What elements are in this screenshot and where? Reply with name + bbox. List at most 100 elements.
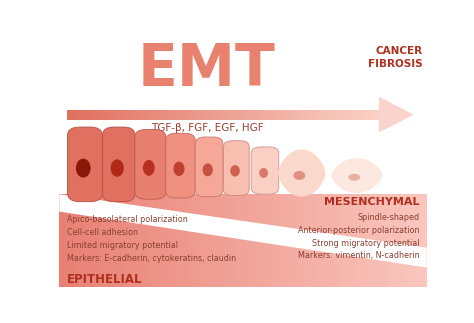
Bar xyxy=(294,194,298,287)
Bar xyxy=(316,194,320,287)
Bar xyxy=(133,109,137,120)
Bar xyxy=(166,194,169,287)
Bar xyxy=(236,194,239,287)
Bar xyxy=(92,194,96,287)
Bar xyxy=(338,194,342,287)
Bar xyxy=(367,109,371,120)
Bar xyxy=(168,109,172,120)
Bar xyxy=(141,109,145,120)
Bar xyxy=(82,109,86,120)
Bar xyxy=(85,194,89,287)
Bar xyxy=(416,194,419,287)
Bar xyxy=(160,109,164,120)
Bar xyxy=(340,109,344,120)
Bar xyxy=(397,194,401,287)
Bar xyxy=(309,109,312,120)
Bar xyxy=(207,109,211,120)
Bar xyxy=(221,194,225,287)
Bar xyxy=(312,109,317,120)
Bar xyxy=(390,194,393,287)
Bar xyxy=(242,109,246,120)
Bar xyxy=(199,194,202,287)
Bar xyxy=(223,109,227,120)
Bar xyxy=(270,109,273,120)
Ellipse shape xyxy=(348,174,360,181)
Bar xyxy=(353,194,357,287)
Bar xyxy=(261,194,265,287)
FancyBboxPatch shape xyxy=(67,127,102,202)
Bar xyxy=(283,194,287,287)
Bar xyxy=(265,109,270,120)
Bar xyxy=(184,194,188,287)
Bar xyxy=(317,109,320,120)
FancyBboxPatch shape xyxy=(195,137,223,197)
Bar xyxy=(188,194,191,287)
Bar xyxy=(368,194,372,287)
Bar xyxy=(199,109,203,120)
Bar xyxy=(357,194,360,287)
Bar xyxy=(169,194,173,287)
Ellipse shape xyxy=(230,165,240,177)
Bar xyxy=(188,109,191,120)
Bar xyxy=(269,194,272,287)
Bar xyxy=(66,109,71,120)
Bar xyxy=(137,109,141,120)
Bar xyxy=(133,194,137,287)
Bar xyxy=(225,194,228,287)
Bar xyxy=(137,194,140,287)
Bar xyxy=(419,194,423,287)
Bar xyxy=(153,109,156,120)
Bar xyxy=(107,194,111,287)
Bar xyxy=(301,194,305,287)
Bar xyxy=(250,109,254,120)
Bar xyxy=(145,109,148,120)
Bar xyxy=(297,109,301,120)
Polygon shape xyxy=(59,194,427,267)
Bar xyxy=(352,109,356,120)
Bar xyxy=(265,194,269,287)
Bar xyxy=(125,109,129,120)
Bar xyxy=(246,194,250,287)
Bar xyxy=(293,109,297,120)
Bar xyxy=(96,194,100,287)
Bar xyxy=(246,109,250,120)
Bar xyxy=(386,194,390,287)
Bar xyxy=(177,194,181,287)
Bar xyxy=(155,194,158,287)
Bar xyxy=(206,194,210,287)
Bar xyxy=(90,109,94,120)
Ellipse shape xyxy=(173,162,184,176)
Polygon shape xyxy=(379,97,414,132)
Bar xyxy=(195,109,199,120)
Bar xyxy=(363,109,367,120)
Bar xyxy=(121,109,125,120)
Text: Spindle-shaped
Anterior-posterior polarization
Strong migratory potential
Marker: Spindle-shaped Anterior-posterior polari… xyxy=(298,213,419,260)
Bar xyxy=(176,109,180,120)
Bar xyxy=(276,194,280,287)
Bar xyxy=(342,194,346,287)
Bar xyxy=(375,194,379,287)
Text: MESENCHYMAL: MESENCHYMAL xyxy=(324,197,419,207)
Bar xyxy=(191,194,195,287)
Bar xyxy=(144,194,147,287)
Bar xyxy=(239,194,243,287)
Bar xyxy=(254,109,258,120)
Bar xyxy=(59,194,63,287)
Bar xyxy=(219,109,223,120)
Bar xyxy=(106,109,109,120)
Polygon shape xyxy=(278,150,326,197)
Bar xyxy=(94,109,98,120)
Bar xyxy=(86,109,90,120)
Bar xyxy=(258,194,261,287)
FancyBboxPatch shape xyxy=(102,127,135,202)
Bar xyxy=(412,194,416,287)
Bar xyxy=(254,194,258,287)
Bar xyxy=(408,194,412,287)
Bar xyxy=(217,194,221,287)
Bar xyxy=(162,194,166,287)
Bar xyxy=(140,194,144,287)
Bar xyxy=(70,194,74,287)
Text: Apico-basolateral polarization
Cell-cell adhesion
Limited migratory potential
Ma: Apico-basolateral polarization Cell-cell… xyxy=(66,215,236,263)
Bar xyxy=(305,194,309,287)
FancyBboxPatch shape xyxy=(223,141,249,195)
